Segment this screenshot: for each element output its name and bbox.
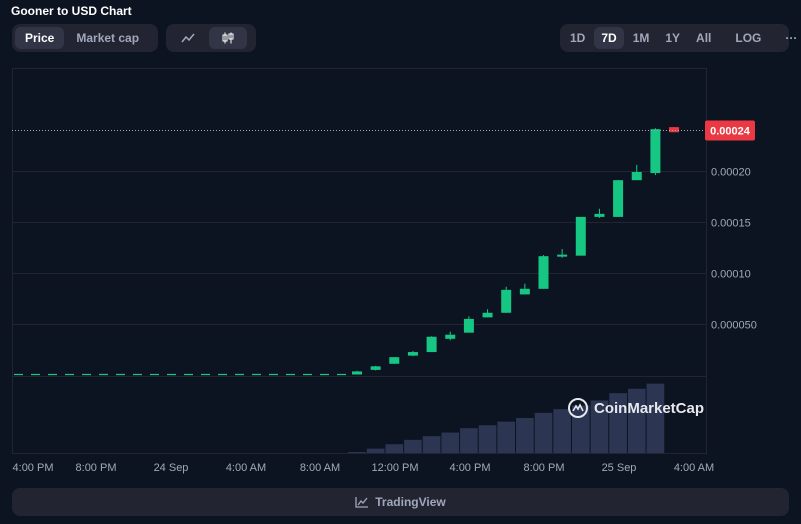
candle-body bbox=[519, 288, 530, 295]
volume-bar bbox=[590, 400, 609, 453]
candle-body bbox=[538, 256, 549, 289]
volume-bar bbox=[553, 409, 571, 453]
volume-bar bbox=[385, 444, 404, 453]
volume-bar bbox=[497, 421, 516, 453]
plot-frame bbox=[12, 68, 707, 454]
price-chart[interactable]: 0.000050 0.00010 0.00015 0.00020 4:00 PM 8:00… bbox=[0, 0, 801, 480]
range-selector: 1D 7D 1M 1Y All LOG ··· bbox=[560, 24, 797, 52]
volume-bars bbox=[348, 383, 665, 453]
candle-body bbox=[650, 129, 661, 174]
candlestick-button[interactable] bbox=[209, 27, 247, 49]
volume-bar bbox=[609, 393, 627, 453]
range-1m-button[interactable]: 1M bbox=[632, 31, 650, 45]
tradingview-button[interactable]: TradingView bbox=[12, 488, 789, 516]
range-1y-button[interactable]: 1Y bbox=[665, 31, 681, 45]
chart-axes: 0.000050 0.00010 0.00015 0.00020 4:00 PM 8:00… bbox=[12, 120, 757, 474]
candle-body bbox=[613, 180, 624, 217]
candle-body bbox=[631, 172, 642, 181]
y-tick-label: 0.00020 bbox=[711, 167, 751, 179]
x-tick-label: 25 Sep bbox=[602, 462, 637, 474]
y-tick-label: 0.00010 bbox=[711, 269, 751, 281]
watermark-text: CoinMarketCap bbox=[594, 399, 705, 417]
volume-bar bbox=[478, 425, 497, 453]
candle-body bbox=[482, 312, 493, 318]
x-tick-label: 4:00 PM bbox=[13, 462, 54, 474]
y-tick-label: 0.000050 bbox=[711, 320, 757, 332]
current-price-label: 0.00024 bbox=[710, 126, 751, 138]
log-scale-button[interactable]: LOG bbox=[735, 31, 762, 45]
tradingview-label: TradingView bbox=[375, 495, 446, 509]
volume-bar bbox=[422, 436, 441, 453]
x-tick-label: 8:00 PM bbox=[524, 462, 565, 474]
volume-bar bbox=[404, 439, 422, 453]
range-all-button[interactable]: All bbox=[696, 31, 712, 45]
volume-bar bbox=[441, 432, 460, 453]
candle-body bbox=[669, 127, 680, 133]
volume-bar bbox=[516, 417, 534, 453]
x-tick-label: 4:00 AM bbox=[674, 462, 714, 474]
volume-bar bbox=[460, 428, 478, 453]
candle-body bbox=[445, 334, 456, 339]
candle-body bbox=[463, 318, 474, 333]
x-tick-label: 24 Sep bbox=[154, 462, 189, 474]
volume-bar bbox=[348, 452, 366, 453]
y-tick-label: 0.00015 bbox=[711, 218, 751, 230]
x-tick-label: 8:00 PM bbox=[76, 462, 117, 474]
current-price-badge bbox=[705, 120, 755, 141]
price-tab[interactable]: Price bbox=[15, 27, 65, 49]
volume-bar bbox=[627, 388, 646, 453]
candle-body bbox=[594, 213, 605, 217]
x-tick-label: 4:00 AM bbox=[226, 462, 266, 474]
candlestick-icon bbox=[222, 32, 234, 44]
chart-grid bbox=[12, 68, 707, 454]
price-marketcap-toggle: Price Market cap bbox=[12, 24, 158, 52]
tradingview-chart-icon bbox=[355, 497, 369, 508]
chart-title: Gooner to USD Chart bbox=[11, 4, 132, 18]
range-1d-button[interactable]: 1D bbox=[570, 31, 586, 45]
candle-body bbox=[370, 366, 381, 370]
candle-body bbox=[389, 357, 400, 364]
coinmarketcap-logo-icon bbox=[568, 398, 588, 418]
x-tick-label: 8:00 AM bbox=[300, 462, 340, 474]
volume-bar bbox=[534, 412, 553, 453]
candle-body bbox=[426, 336, 437, 353]
line-chart-icon bbox=[181, 33, 195, 43]
chart-style-toggle bbox=[166, 24, 256, 52]
more-options-button[interactable]: ··· bbox=[785, 31, 798, 45]
x-tick-label: 4:00 PM bbox=[450, 462, 491, 474]
candle-body bbox=[575, 216, 586, 256]
volume-bar bbox=[646, 383, 665, 453]
market-cap-tab[interactable]: Market cap bbox=[76, 31, 140, 45]
line-chart-button[interactable] bbox=[169, 27, 207, 49]
x-tick-label: 12:00 PM bbox=[371, 462, 418, 474]
candlesticks bbox=[14, 127, 680, 376]
candle-body bbox=[407, 352, 418, 356]
candle-body bbox=[557, 254, 568, 257]
coinmarketcap-watermark: CoinMarketCap bbox=[568, 398, 704, 418]
candle-body bbox=[501, 289, 512, 313]
range-7d-button[interactable]: 7D bbox=[594, 27, 624, 49]
candle-body bbox=[352, 371, 362, 375]
volume-bar bbox=[366, 448, 385, 453]
